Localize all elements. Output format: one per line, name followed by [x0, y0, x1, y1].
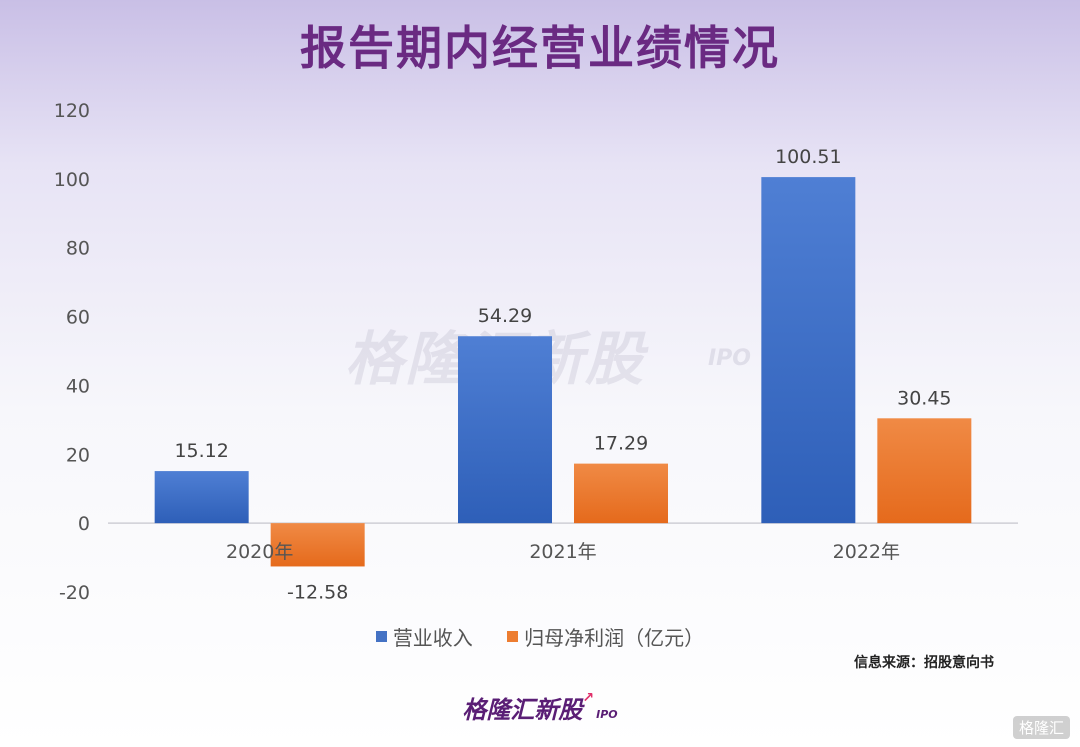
y-tick-label: 120: [54, 100, 90, 122]
profit-value-label: 17.29: [594, 433, 648, 455]
y-tick-label: 80: [66, 238, 90, 260]
legend-swatch-profit: [507, 631, 519, 642]
footer-logo: 格隆汇新股↗IPO: [0, 690, 1080, 725]
revenue-value-label: 15.12: [174, 440, 228, 462]
chart-legend: 营业收入 归母净利润（亿元）: [0, 622, 1080, 651]
y-tick-label: -20: [59, 582, 90, 604]
profit-bar: [574, 463, 668, 524]
revenue-value-label: 54.29: [478, 305, 532, 327]
legend-label-revenue: 营业收入: [392, 626, 473, 650]
profit-bar: [270, 523, 365, 567]
y-tick-label: 40: [66, 375, 90, 397]
x-category-label: 2021年: [529, 541, 596, 563]
revenue-value-label: 100.51: [775, 146, 841, 168]
revenue-bar: [458, 336, 552, 524]
bar-chart: -20 0 20 40 60 80 100 120 15.12 -12.58 54.29 17.29…: [54, 100, 1018, 604]
y-tick-label: 20: [66, 444, 90, 466]
footer-logo-ipo: IPO: [596, 708, 618, 721]
trend-arrow-icon: ↗: [582, 690, 595, 706]
corner-badge: 格隆汇: [1012, 716, 1070, 739]
watermark-ipo: IPO: [708, 346, 752, 371]
revenue-bar: [154, 471, 249, 524]
y-tick-label: 0: [78, 513, 90, 535]
legend-item-profit: 归母净利润（亿元）: [507, 622, 704, 651]
x-category-label: 2020年: [226, 541, 293, 563]
y-tick-label: 60: [66, 307, 90, 329]
x-category-label: 2022年: [833, 541, 900, 563]
profit-value-label: -12.58: [287, 581, 348, 603]
source-note: 信息来源：招股意向书: [854, 655, 994, 671]
y-tick-label: 100: [54, 169, 90, 191]
profit-bar: [877, 418, 972, 524]
legend-label-profit: 归母净利润（亿元）: [524, 626, 705, 650]
legend-swatch-revenue: [375, 631, 387, 642]
chart-title: 报告期内经营业绩情况: [300, 21, 780, 75]
profit-value-label: 30.45: [897, 387, 951, 409]
legend-item-revenue: 营业收入: [375, 622, 473, 651]
footer-logo-text: 格隆汇新股: [462, 696, 583, 724]
revenue-bar: [761, 177, 856, 524]
